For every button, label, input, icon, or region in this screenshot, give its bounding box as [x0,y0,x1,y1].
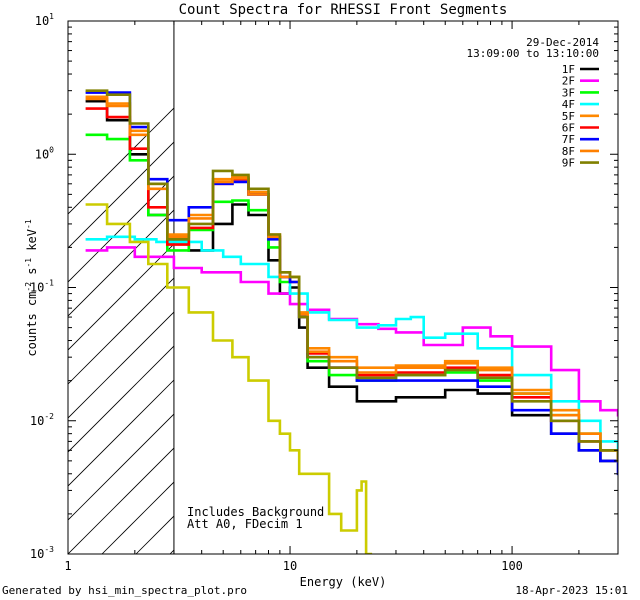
legend-label: 9F [562,157,575,170]
y-label-part: keV [25,229,39,258]
legend-label: 7F [562,133,575,146]
legend-label: 4F [562,98,575,111]
attenuator-hatch-region [68,107,174,554]
chart-title: Count Spectra for RHESSI Front Segments [179,2,508,18]
x-axis-label: Energy (keV) [300,575,387,589]
footer-generated-by: Generated by hsi_min_spectra_plot.pro [2,584,248,597]
y-tick-label: 10-2 [30,412,54,428]
y-tick-label: 10-3 [30,545,54,561]
series-line-4F [85,235,618,463]
legend-date: 29-Dec-2014 [526,36,599,49]
y-tick-label: 101 [35,12,54,28]
annotation-attenuator: Att A0, FDecim 1 [187,517,303,531]
y-label-exp: -1 [24,258,33,268]
legend-time-range: 13:09:00 to 13:10:00 [467,47,599,60]
y-label-part: counts cm [25,292,39,357]
x-tick-label: 1 [64,559,71,573]
axis-ticks: 1 10 100 101 100 10-1 10-2 10-3 [30,12,619,573]
legend-label: 1F [562,63,575,76]
y-axis-label: counts cm-2 s-1 keV-1 [24,219,39,356]
hatch-line [68,413,174,521]
hatch-line [68,277,174,385]
x-tick-label: 10 [283,559,297,573]
hatch-line [68,107,174,215]
series-line-background [85,203,373,554]
legend-label: 8F [562,145,575,158]
legend-label: 5F [562,110,575,123]
legend-label: 2F [562,75,575,88]
hatch-line [68,209,174,317]
series-line-9F [85,89,618,463]
y-tick-label: 10-1 [30,279,54,295]
y-tick-label: 100 [35,145,54,161]
y-label-exp: -2 [24,282,33,292]
hatch-line [68,243,174,351]
annotation-background: Includes Background [187,505,324,519]
hatch-line [68,379,174,487]
y-label-exp: -1 [24,219,33,229]
y-label-part: s [25,268,39,282]
footer-timestamp: 18-Apr-2023 15:01 [515,584,628,597]
series-group [85,89,618,554]
legend-label: 3F [562,86,575,99]
hatch-line [68,447,174,554]
legend-label: 6F [562,122,575,135]
x-tick-label: 100 [501,559,523,573]
